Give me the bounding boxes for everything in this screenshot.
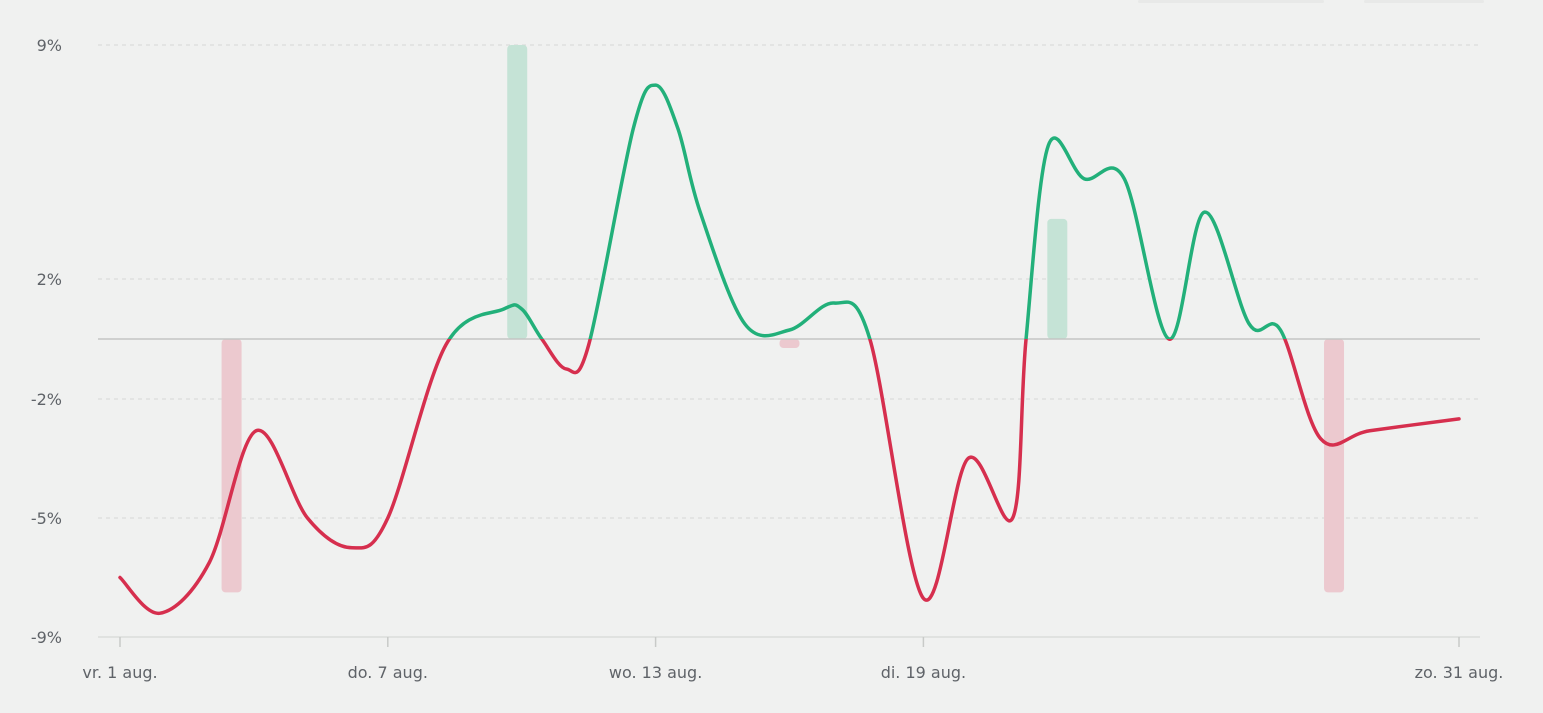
x-tick-label-2: wo. 13 aug. [609,663,702,682]
x-tick-label-4: zo. 31 aug. [1415,663,1504,682]
x-tick-label-0: vr. 1 aug. [82,663,157,682]
y-tick-label-4: -9% [31,628,62,647]
y-axis: 9% 2% -2% -5% -9% [31,36,62,647]
y-tick-label-1: 2% [37,270,62,289]
series-line-negative[interactable] [118,85,1461,615]
top-tab-left[interactable] [1138,0,1324,3]
variance-bar-0[interactable] [221,339,242,593]
variance-bar-2[interactable] [779,339,800,348]
y-tick-label-0: 9% [37,36,62,55]
top-tab-right[interactable] [1364,0,1484,3]
series-line-positive[interactable] [120,83,1459,613]
x-tick-label-1: do. 7 aug. [348,663,428,682]
y-tick-label-3: -5% [31,509,62,528]
series-line [118,83,1461,615]
x-tick-label-3: di. 19 aug. [881,663,966,682]
x-axis: vr. 1 aug. do. 7 aug. wo. 13 aug. di. 19 au… [82,636,1504,682]
variance-bar-3[interactable] [1047,218,1068,339]
y-tick-label-2: -2% [31,390,62,409]
variance-bar-4[interactable] [1324,339,1345,593]
variance-bars [221,45,1345,593]
gridlines [98,44,1480,519]
variance-bar-1[interactable] [507,45,528,339]
